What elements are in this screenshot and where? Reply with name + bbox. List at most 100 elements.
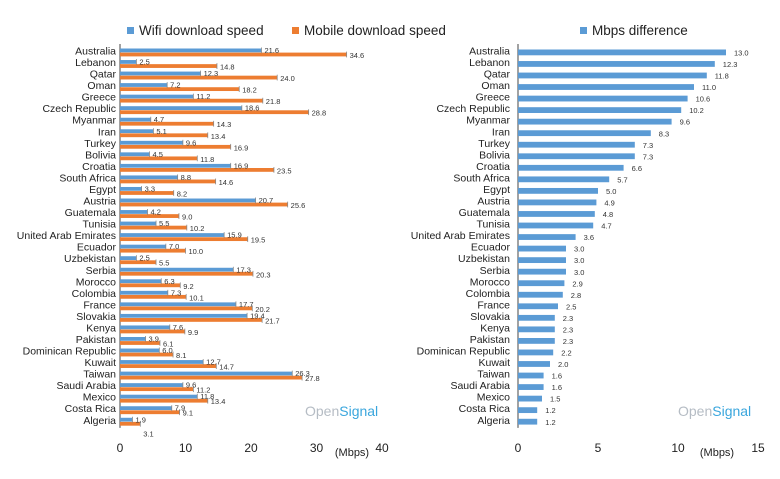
data-label-mobile: 13.4 xyxy=(211,397,226,406)
bar-diff xyxy=(518,303,558,310)
data-label-wifi: 7.9 xyxy=(175,404,185,413)
category-label: Qatar xyxy=(484,69,511,81)
data-label-mobile: 19.5 xyxy=(251,236,266,245)
data-label-mobile: 3.1 xyxy=(143,429,153,438)
category-label: South Africa xyxy=(453,172,510,184)
data-label-mobile: 10.2 xyxy=(190,224,205,233)
category-label: Egypt xyxy=(483,184,510,196)
bar-wifi xyxy=(120,221,157,226)
bar-diff xyxy=(518,257,566,264)
data-label-wifi: 16.9 xyxy=(234,161,249,170)
data-label-wifi: 12.7 xyxy=(206,358,221,367)
data-label-wifi: 11.8 xyxy=(200,392,214,401)
chart-left: Wifi download speed Mobile download speed… xyxy=(17,23,446,459)
bar-wifi xyxy=(120,302,236,307)
bar-wifi xyxy=(120,348,160,353)
bar-mobile xyxy=(120,75,278,80)
data-label-wifi: 7.6 xyxy=(173,323,183,332)
category-label: Lebanon xyxy=(75,57,116,69)
brand-open-right: Open xyxy=(678,403,712,419)
data-label-mobile: 13.4 xyxy=(211,132,226,141)
data-label-diff: 8.3 xyxy=(659,129,669,138)
bar-wifi xyxy=(120,129,154,134)
data-label-mobile: 9.0 xyxy=(182,213,192,222)
bar-mobile xyxy=(120,318,263,322)
brand-signal-right: Signal xyxy=(712,403,751,419)
bar-wifi xyxy=(120,371,293,376)
bar-mobile xyxy=(120,121,214,126)
bar-diff xyxy=(518,280,565,287)
bar-mobile xyxy=(120,294,187,299)
category-label: Slovakia xyxy=(76,311,116,323)
x-tick-label: 40 xyxy=(375,441,389,455)
bar-wifi xyxy=(120,83,168,87)
bar-diff xyxy=(518,349,554,356)
bar-wifi xyxy=(120,337,146,341)
bar-wifi xyxy=(120,71,201,76)
category-label: Dominican Republic xyxy=(417,346,510,358)
data-label-wifi: 21.6 xyxy=(264,46,279,55)
x-tick-label: 5 xyxy=(595,441,602,455)
bar-mobile xyxy=(120,87,240,92)
bar-mobile xyxy=(120,191,174,195)
brand-logo-right: OpenSignal xyxy=(678,403,751,419)
data-label-mobile: 14.3 xyxy=(217,120,232,129)
category-label: Kuwait xyxy=(478,357,510,369)
data-label-mobile: 11.8 xyxy=(200,155,214,164)
data-label-mobile: 9.9 xyxy=(188,328,198,337)
category-label: South Africa xyxy=(59,172,116,184)
bar-wifi xyxy=(120,244,166,249)
bar-mobile xyxy=(120,110,309,115)
data-label-diff: 10.6 xyxy=(696,95,711,104)
data-label-mobile: 20.3 xyxy=(256,270,271,279)
x-tick-label: 15 xyxy=(751,441,765,455)
category-label: Morocco xyxy=(76,276,116,288)
x-tick-label: 30 xyxy=(310,441,324,455)
category-label: Morocco xyxy=(470,276,510,288)
category-label: Serbia xyxy=(480,265,511,277)
bar-wifi xyxy=(120,175,178,180)
category-label: Dominican Republic xyxy=(23,346,116,358)
bar-wifi xyxy=(120,406,172,411)
category-label: Taiwan xyxy=(477,369,510,381)
category-label: Australia xyxy=(469,46,510,58)
category-label: Oman xyxy=(87,80,116,92)
bar-wifi xyxy=(120,417,133,422)
chart-right: Mbps difference Australia 13.0 Lebanon 12.3 Q… xyxy=(411,23,765,459)
data-label-wifi: 11.2 xyxy=(196,92,210,101)
category-label: Czech Republic xyxy=(42,103,116,115)
legend-right: Mbps difference xyxy=(580,23,688,38)
category-label: United Arab Emirates xyxy=(411,230,510,242)
bar-wifi xyxy=(120,394,198,399)
data-label-wifi: 1.9 xyxy=(135,415,145,424)
data-label-mobile: 14.7 xyxy=(219,363,234,372)
data-label-diff: 9.6 xyxy=(680,118,690,127)
category-label: Australia xyxy=(75,46,116,58)
category-label: Ecuador xyxy=(471,242,511,254)
x-axis-title-right: (Mbps) xyxy=(700,447,734,459)
category-label: Kuwait xyxy=(84,357,116,369)
data-label-wifi: 5.1 xyxy=(156,127,166,136)
category-label: Czech Republic xyxy=(436,103,510,115)
bar-diff xyxy=(518,118,672,125)
bar-wifi xyxy=(120,267,234,272)
bar-mobile xyxy=(120,237,248,242)
bar-diff xyxy=(518,176,610,183)
data-label-mobile: 20.2 xyxy=(255,305,270,314)
data-label-wifi: 2.5 xyxy=(139,58,149,67)
category-label: Bolivia xyxy=(479,149,510,161)
data-label-diff: 5.0 xyxy=(606,187,616,196)
bar-wifi xyxy=(120,279,162,284)
bar-diff xyxy=(518,361,550,367)
data-label-wifi: 8.8 xyxy=(181,173,191,182)
data-label-mobile: 25.6 xyxy=(291,201,306,210)
category-label: Iran xyxy=(98,126,116,138)
data-label-diff: 11.0 xyxy=(702,83,716,92)
bar-diff xyxy=(518,211,595,217)
legend-label-diff: Mbps difference xyxy=(592,23,688,38)
brand-signal-left: Signal xyxy=(339,403,378,419)
data-label-wifi: 17.7 xyxy=(239,300,254,309)
category-label: Colombia xyxy=(466,288,511,300)
data-label-diff: 7.3 xyxy=(643,152,653,161)
